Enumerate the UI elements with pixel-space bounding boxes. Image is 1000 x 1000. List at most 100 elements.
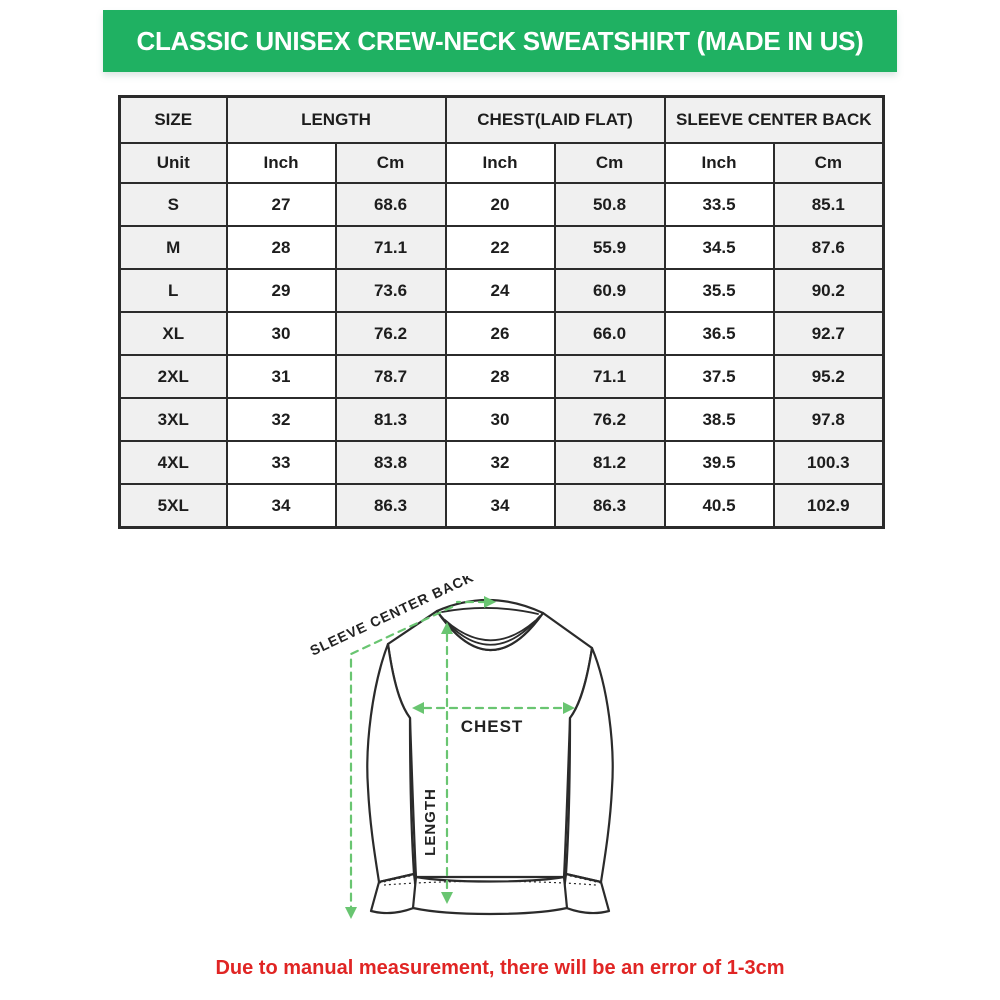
table-row: M 28 71.1 22 55.9 34.5 87.6 xyxy=(118,225,885,270)
value-cell: 38.5 xyxy=(663,397,775,442)
header-sleeve: SLEEVE CENTER BACK xyxy=(663,95,885,144)
size-cell: S xyxy=(118,182,228,227)
table-row: 3XL 32 81.3 30 76.2 38.5 97.8 xyxy=(118,397,885,442)
size-chart-table: SIZE LENGTH CHEST(LAID FLAT) SLEEVE CENT… xyxy=(118,95,886,529)
value-cell: 33 xyxy=(225,440,337,485)
unit-cell: Inch xyxy=(663,142,775,184)
value-cell: 22 xyxy=(444,225,556,270)
left-cuff-seam xyxy=(378,874,415,884)
header-length: LENGTH xyxy=(225,95,447,144)
collar-rib-2 xyxy=(444,619,536,642)
size-cell: 5XL xyxy=(118,483,228,529)
value-cell: 37.5 xyxy=(663,354,775,399)
size-chart-body: S 27 68.6 20 50.8 33.5 85.1 M 28 71.1 22 55.9 34.5 87… xyxy=(118,182,885,529)
value-cell: 34 xyxy=(444,483,556,529)
hem-seam xyxy=(383,880,597,886)
collar-rib-3 xyxy=(441,607,539,615)
size-cell: 3XL xyxy=(118,397,228,442)
value-cell: 76.2 xyxy=(334,311,447,356)
table-row: 2XL 31 78.7 28 71.1 37.5 95.2 xyxy=(118,354,885,399)
sleeve-arrow-down xyxy=(345,907,357,919)
value-cell: 30 xyxy=(444,397,556,442)
value-cell: 97.8 xyxy=(772,397,885,442)
value-cell: 71.1 xyxy=(553,354,666,399)
unit-cell: Inch xyxy=(225,142,337,184)
unit-cell: Cm xyxy=(553,142,666,184)
value-cell: 20 xyxy=(444,182,556,227)
size-cell: L xyxy=(118,268,228,313)
value-cell: 50.8 xyxy=(553,182,666,227)
value-cell: 34.5 xyxy=(663,225,775,270)
unit-cell: Cm xyxy=(772,142,885,184)
collar-rib-1 xyxy=(439,614,541,646)
value-cell: 95.2 xyxy=(772,354,885,399)
table-row: S 27 68.6 20 50.8 33.5 85.1 xyxy=(118,182,885,227)
length-label: LENGTH xyxy=(422,788,439,856)
table-unit-row: Unit Inch Cm Inch Cm Inch Cm xyxy=(118,142,885,184)
table-row: XL 30 76.2 26 66.0 36.5 92.7 xyxy=(118,311,885,356)
value-cell: 28 xyxy=(225,225,337,270)
value-cell: 90.2 xyxy=(772,268,885,313)
value-cell: 32 xyxy=(225,397,337,442)
value-cell: 87.6 xyxy=(772,225,885,270)
value-cell: 102.9 xyxy=(772,483,885,529)
sleeve-arrow-right xyxy=(484,596,496,608)
value-cell: 92.7 xyxy=(772,311,885,356)
unit-cell: Unit xyxy=(118,142,228,184)
unit-cell: Cm xyxy=(334,142,447,184)
size-cell: 2XL xyxy=(118,354,228,399)
value-cell: 32 xyxy=(444,440,556,485)
value-cell: 100.3 xyxy=(772,440,885,485)
value-cell: 31 xyxy=(225,354,337,399)
chest-arrow-left xyxy=(412,702,424,714)
value-cell: 71.1 xyxy=(334,225,447,270)
title-banner: CLASSIC UNISEX CREW-NECK SWEATSHIRT (MAD… xyxy=(103,10,897,72)
table-header-row: SIZE LENGTH CHEST(LAID FLAT) SLEEVE CENT… xyxy=(118,95,885,144)
chest-label: CHEST xyxy=(461,717,524,736)
value-cell: 85.1 xyxy=(772,182,885,227)
value-cell: 30 xyxy=(225,311,337,356)
value-cell: 55.9 xyxy=(553,225,666,270)
value-cell: 81.2 xyxy=(553,440,666,485)
value-cell: 29 xyxy=(225,268,337,313)
sweatshirt-diagram: SLEEVE CENTER BACK LENGTH CHEST xyxy=(307,576,614,919)
sleeve-measure-line xyxy=(349,600,488,910)
size-cell: 4XL xyxy=(118,440,228,485)
value-cell: 39.5 xyxy=(663,440,775,485)
size-cell: M xyxy=(118,225,228,270)
value-cell: 66.0 xyxy=(553,311,666,356)
value-cell: 33.5 xyxy=(663,182,775,227)
value-cell: 24 xyxy=(444,268,556,313)
value-cell: 81.3 xyxy=(334,397,447,442)
length-arrow-up xyxy=(441,622,453,634)
value-cell: 83.8 xyxy=(334,440,447,485)
table-row: 4XL 33 83.8 32 81.2 39.5 100.3 xyxy=(118,440,885,485)
chest-arrow-right xyxy=(563,702,575,714)
value-cell: 73.6 xyxy=(334,268,447,313)
length-arrow-down xyxy=(441,892,453,904)
hem-band xyxy=(411,875,569,916)
value-cell: 28 xyxy=(444,354,556,399)
size-table-container: SIZE LENGTH CHEST(LAID FLAT) SLEEVE CENT… xyxy=(118,95,886,529)
value-cell: 78.7 xyxy=(334,354,447,399)
unit-cell: Inch xyxy=(444,142,556,184)
size-cell: XL xyxy=(118,311,228,356)
value-cell: 60.9 xyxy=(553,268,666,313)
value-cell: 36.5 xyxy=(663,311,775,356)
header-chest: CHEST(LAID FLAT) xyxy=(444,95,666,144)
value-cell: 86.3 xyxy=(334,483,447,529)
right-cuff-seam xyxy=(565,874,602,884)
value-cell: 40.5 xyxy=(663,483,775,529)
value-cell: 26 xyxy=(444,311,556,356)
value-cell: 76.2 xyxy=(553,397,666,442)
table-row: L 29 73.6 24 60.9 35.5 90.2 xyxy=(118,268,885,313)
measurement-note: Due to manual measurement, there will be… xyxy=(215,956,785,979)
value-cell: 27 xyxy=(225,182,337,227)
value-cell: 68.6 xyxy=(334,182,447,227)
table-row: 5XL 34 86.3 34 86.3 40.5 102.9 xyxy=(118,483,885,529)
value-cell: 86.3 xyxy=(553,483,666,529)
header-size: SIZE xyxy=(118,95,228,144)
value-cell: 34 xyxy=(225,483,337,529)
value-cell: 35.5 xyxy=(663,268,775,313)
